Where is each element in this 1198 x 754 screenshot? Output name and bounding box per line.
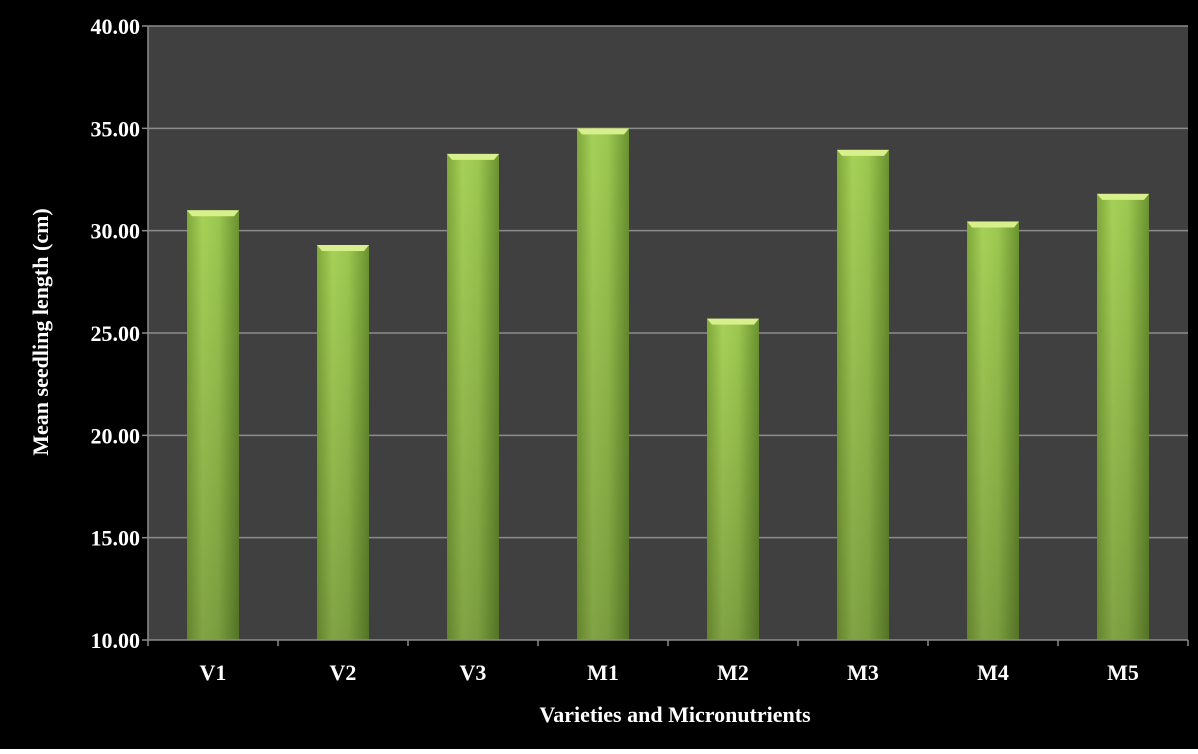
y-tick-label: 40.00 [91,14,141,39]
bar-top-highlight [837,149,889,156]
x-tick-labels: V1 V2 V3 M1 M2 M3 M4 M5 [200,660,1139,685]
bar-shade [967,221,1019,640]
bar-top-highlight [967,221,1019,228]
x-axis-label: Varieties and Micronutrients [539,702,811,727]
bar-top-highlight [1097,193,1149,200]
bar-shade [577,128,629,641]
x-tick-label: M4 [977,660,1009,685]
bar-shade [317,244,369,640]
x-tick-label: M2 [717,660,749,685]
bars [187,128,1149,641]
bar-shade [1097,193,1149,640]
y-tick-label: 15.00 [91,526,141,551]
bar-m4 [967,221,1019,640]
bar-v2 [317,244,369,640]
bar-top-highlight [187,210,239,217]
bar-top-highlight [317,244,369,251]
y-tick-labels: 10.00 15.00 20.00 25.00 30.00 35.00 40.00 [91,14,141,653]
bar-top-highlight [577,128,629,135]
bar-m1 [577,128,629,641]
x-tick-label: V2 [330,660,357,685]
x-tick-label: M5 [1107,660,1139,685]
y-tick-label: 25.00 [91,321,141,346]
bar-top-highlight [707,318,759,325]
bar-m5 [1097,193,1149,640]
axes [147,26,1189,646]
bar-top-highlight [447,153,499,160]
x-tick-label: V1 [200,660,227,685]
bar-m2 [707,318,759,640]
bar-shade [187,210,239,640]
y-tick-label: 20.00 [91,423,141,448]
bar-shade [837,149,889,640]
bar-shade [447,153,499,640]
bar-shade [707,318,759,640]
x-tick-label: V3 [460,660,487,685]
y-axis-label: Mean seedling length (cm) [28,208,53,455]
bar-v1 [187,210,239,640]
bar-v3 [447,153,499,640]
y-tick-label: 35.00 [91,116,141,141]
y-tick-label: 10.00 [91,628,141,653]
x-tick-label: M1 [587,660,619,685]
bar-m3 [837,149,889,640]
x-tick-label: M3 [847,660,879,685]
y-tick-label: 30.00 [91,219,141,244]
